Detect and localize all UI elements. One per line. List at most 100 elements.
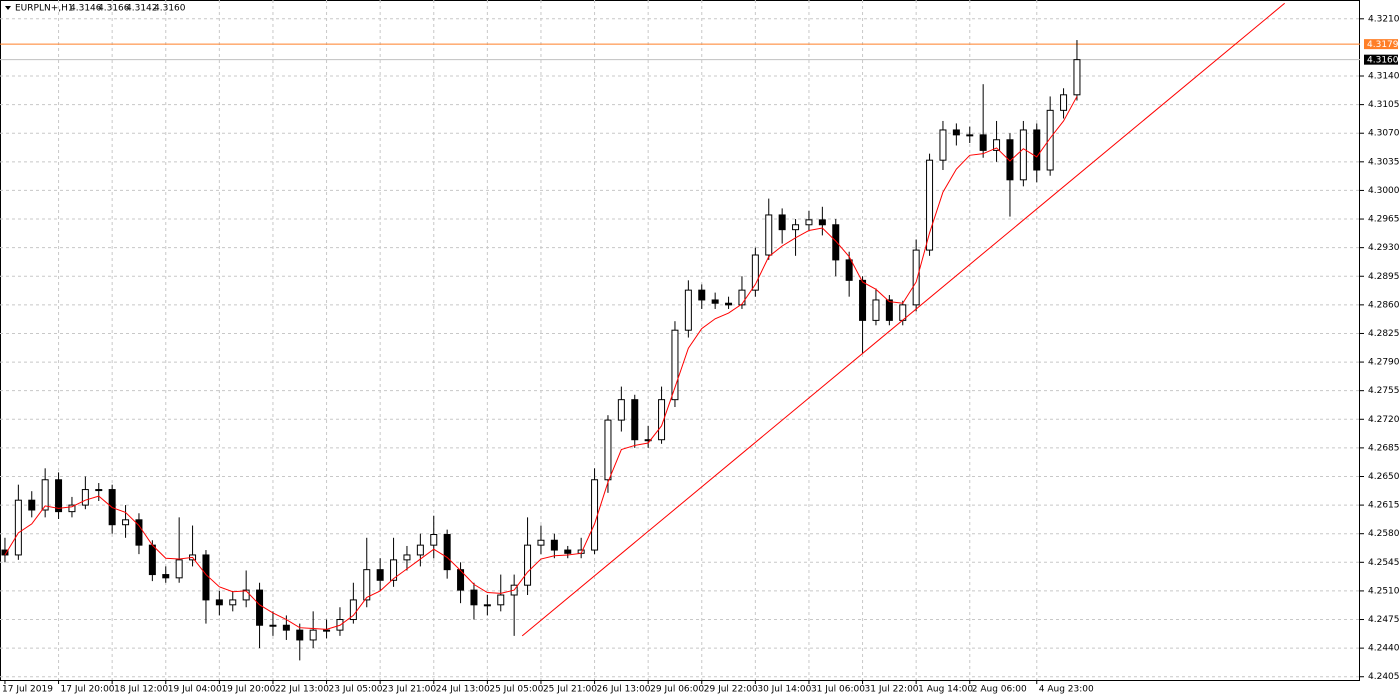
symbol: EURPLN+,H1 — [15, 4, 74, 14]
y-tick-label: 4.3105 — [1368, 100, 1400, 110]
y-tick-label: 4.2965 — [1368, 215, 1400, 225]
candle-body — [1019, 129, 1027, 181]
candle-body — [416, 544, 424, 556]
candle-body — [604, 419, 612, 481]
y-tick-label: 4.2895 — [1368, 272, 1400, 282]
candle-body — [175, 559, 183, 579]
price-label-box — [1364, 54, 1398, 65]
candle-body — [296, 629, 304, 641]
candle-body — [81, 489, 89, 506]
candle-body — [591, 479, 599, 551]
candle-body — [1006, 139, 1014, 181]
candle-body — [41, 479, 49, 511]
x-tick-label: 31 Jul 22:00 — [865, 685, 919, 695]
candle-body — [363, 569, 371, 601]
candle-body — [725, 302, 733, 306]
price-label: 4.3160 — [1367, 56, 1399, 66]
candle-body — [497, 594, 505, 606]
x-tick-label: 19 Jul 20:00 — [221, 685, 275, 695]
price-label-box — [1364, 39, 1398, 50]
candle-body — [885, 299, 893, 321]
candle-body — [832, 224, 840, 261]
candle-body — [202, 554, 210, 601]
axes: 4.2405 4.2440 4.2475 4.2510 4.2545 4.2580 4.26… — [2, 14, 1400, 694]
y-tick-label: 4.2790 — [1368, 358, 1400, 368]
candle-body — [939, 129, 947, 161]
candle-body — [376, 569, 384, 581]
candle-body — [430, 534, 438, 546]
x-tick-label: 24 Jul 13:00 — [436, 685, 490, 695]
price-label: 4.3179 — [1367, 40, 1399, 50]
candle-body — [215, 599, 223, 606]
candle-body — [1060, 94, 1068, 111]
x-tick-label: 30 Jul 14:00 — [757, 685, 811, 695]
candle-body — [524, 544, 532, 586]
candle-body — [148, 544, 156, 576]
candle-body — [443, 534, 451, 571]
candle-body — [778, 214, 786, 231]
candle-body — [537, 539, 545, 546]
candle-body — [658, 399, 666, 441]
y-tick-label: 4.2475 — [1368, 615, 1400, 625]
plot — [0, 2, 1360, 661]
candle-body — [684, 289, 692, 331]
candle-body — [1033, 129, 1041, 171]
candle-body — [792, 224, 800, 231]
quote-high: 4.3166 — [98, 4, 130, 14]
candle-body — [926, 159, 934, 251]
y-tick-label: 4.2440 — [1368, 644, 1400, 654]
candle-body — [564, 549, 572, 554]
candle-body — [14, 499, 22, 556]
candle-body — [55, 479, 63, 513]
candle-body — [711, 299, 719, 304]
candle-body — [1073, 59, 1081, 96]
candle-body — [390, 559, 398, 581]
candle-body — [966, 134, 974, 137]
candle-body — [979, 134, 987, 151]
y-tick-label: 4.2720 — [1368, 415, 1400, 425]
x-tick-label: 29 Jul 06:00 — [650, 685, 704, 695]
y-tick-label: 4.3035 — [1368, 157, 1400, 167]
candle-body — [859, 279, 867, 321]
y-tick-label: 4.2825 — [1368, 329, 1400, 339]
candle-body — [403, 554, 411, 561]
grid — [0, 0, 1360, 680]
x-tick-label: 2 Aug 06:00 — [972, 685, 1027, 695]
candle-body — [698, 289, 706, 301]
candle-body — [457, 569, 465, 591]
y-tick-label: 4.2405 — [1368, 672, 1400, 682]
quote-open: 4.3146 — [70, 4, 102, 14]
candle-body — [751, 254, 759, 291]
candle-body — [470, 589, 478, 606]
trendline — [521, 2, 1285, 637]
candle-body — [1046, 109, 1054, 171]
candle-body — [95, 489, 103, 492]
y-tick-label: 4.2580 — [1368, 529, 1400, 539]
candle-body — [845, 259, 853, 281]
candle-body — [349, 599, 357, 621]
x-tick-label: 23 Jul 21:00 — [382, 685, 436, 695]
quote-close: 4.3160 — [154, 4, 186, 14]
candle-body — [765, 214, 773, 256]
x-tick-label: 19 Jul 04:00 — [168, 685, 222, 695]
candle-body — [242, 589, 250, 601]
quote-low: 4.3142 — [126, 4, 158, 14]
candle-body — [282, 624, 290, 631]
candle-body — [269, 624, 277, 627]
candle-body — [912, 249, 920, 306]
candle-body — [818, 219, 826, 226]
candle-body — [256, 589, 264, 626]
candle-body — [162, 574, 170, 579]
candle-body — [229, 599, 237, 606]
y-tick-label: 4.3070 — [1368, 129, 1400, 139]
menu-arrow[interactable] — [5, 6, 11, 10]
candle-body — [644, 439, 652, 442]
x-tick-label: 17 Jul 20:00 — [61, 685, 115, 695]
plot-frame — [0, 0, 1360, 681]
candle-body — [993, 139, 1001, 151]
candle-body — [483, 604, 491, 607]
x-tick-label: 26 Jul 13:00 — [597, 685, 651, 695]
y-tick-label: 4.2510 — [1368, 586, 1400, 596]
candle-body — [631, 399, 639, 441]
